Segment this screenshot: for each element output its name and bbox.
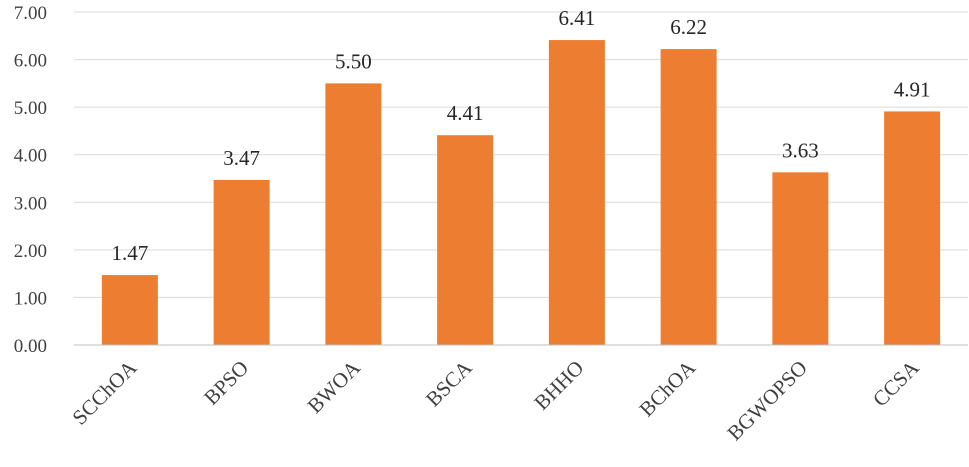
y-tick-label: 4.00 xyxy=(14,146,47,167)
x-category-label: BPSO xyxy=(199,356,253,410)
x-category-label: BChOA xyxy=(634,355,700,421)
gridlines xyxy=(74,11,968,298)
bars xyxy=(101,40,941,346)
x-category-label: CCSA xyxy=(868,355,924,411)
data-label: 4.91 xyxy=(894,77,931,101)
y-tick-label: 1.00 xyxy=(14,288,47,309)
data-label: 6.41 xyxy=(559,6,596,30)
bar xyxy=(772,172,829,345)
y-tick-label: 0.00 xyxy=(14,336,47,357)
x-category-label: BHHO xyxy=(529,356,588,415)
y-tick-label: 5.00 xyxy=(14,98,47,119)
y-axis-tick-labels: 0.00 1.00 2.00 3.00 4.00 5.00 6.00 7.00 xyxy=(14,3,47,357)
bar xyxy=(884,111,941,345)
y-tick-label: 6.00 xyxy=(14,51,47,72)
y-tick-label: 3.00 xyxy=(14,193,47,214)
bar xyxy=(101,275,158,345)
data-labels: 1.47 3.47 5.50 4.41 6.41 6.22 3.63 4.91 xyxy=(112,6,931,265)
data-label: 3.47 xyxy=(223,146,260,170)
x-category-label: BGWOPSO xyxy=(722,356,812,446)
bar xyxy=(660,49,717,345)
x-category-label: SCChOA xyxy=(67,355,141,429)
y-tick-label: 2.00 xyxy=(14,241,47,262)
bar xyxy=(325,83,382,345)
bar xyxy=(213,179,270,345)
y-tick-label: 7.00 xyxy=(14,3,47,24)
data-label: 6.22 xyxy=(670,15,707,39)
data-label: 4.41 xyxy=(447,101,484,125)
x-category-label: BSCA xyxy=(421,355,477,411)
bar xyxy=(548,40,605,346)
x-category-label: BWOA xyxy=(303,355,366,418)
bar xyxy=(437,135,494,345)
data-label: 3.63 xyxy=(782,138,819,162)
data-label: 1.47 xyxy=(112,241,149,265)
data-label: 5.50 xyxy=(335,49,372,73)
x-axis-category-labels: SCChOA BPSO BWOA BSCA BHHO BChOA BGWOPSO CCSA xyxy=(67,355,924,445)
